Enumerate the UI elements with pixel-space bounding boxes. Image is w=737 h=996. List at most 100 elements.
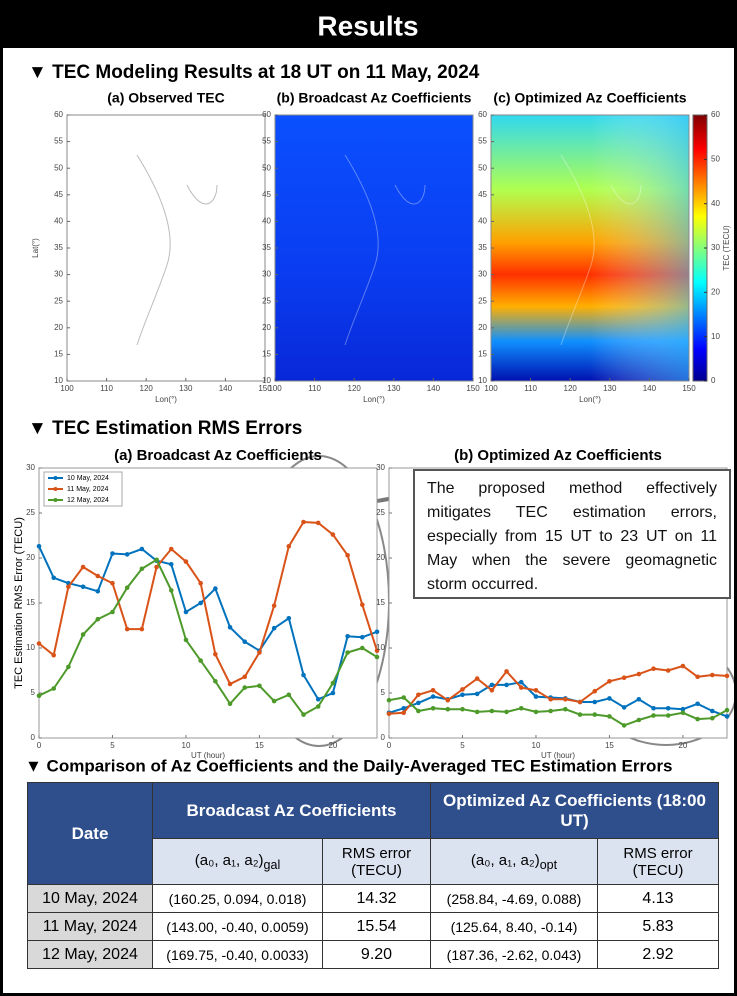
y-tick-label: 0	[381, 733, 386, 742]
point-marker	[577, 712, 583, 717]
point-marker	[374, 654, 380, 660]
point-marker	[607, 679, 612, 684]
y-axis-label: TEC Estimation RMS Error (TECU)	[13, 517, 25, 689]
point-marker	[286, 692, 292, 698]
y-tick-label: 15	[376, 598, 385, 607]
point-marker	[651, 666, 656, 671]
lat-tick-label: 25	[54, 296, 63, 305]
subheader-cell: RMS error (TECU)	[597, 838, 719, 885]
point-marker	[345, 650, 350, 655]
y-axis-label: Lat(°)	[31, 238, 40, 258]
section-title: ▼ TEC Estimation RMS Errors	[28, 418, 302, 439]
point-marker	[374, 648, 380, 653]
point-marker	[80, 564, 86, 570]
point-marker	[110, 551, 115, 556]
point-marker	[401, 695, 406, 700]
y-tick-label: 5	[381, 688, 386, 697]
point-marker	[504, 669, 509, 674]
point-marker	[518, 679, 524, 685]
header-cell: Optimized Az Coefficients (18:00 UT)	[430, 782, 719, 839]
point-marker	[95, 573, 101, 579]
point-marker	[533, 688, 539, 693]
lat-tick-label: 20	[478, 323, 487, 332]
point-marker	[227, 701, 233, 707]
point-marker	[198, 600, 203, 606]
lon-tick-label: 130	[603, 384, 617, 393]
table-cell: 11 May, 2024	[27, 912, 153, 941]
point-marker	[80, 632, 86, 637]
colorbar-tick-label: 40	[711, 199, 720, 208]
lat-tick-label: 45	[478, 190, 487, 199]
point-marker	[665, 706, 671, 711]
point-marker	[474, 676, 480, 681]
annotation-box: The proposed method effectively mitigate…	[413, 469, 731, 599]
table-cell: 9.20	[322, 940, 431, 969]
table-row: 10 May, 2024 (160.25, 0.094, 0.018) 14.32(…	[27, 884, 719, 913]
table-cell: 5.83	[597, 912, 719, 941]
header-cell: Date	[27, 782, 153, 885]
point-marker	[271, 603, 277, 608]
point-marker	[386, 697, 392, 703]
point-marker	[592, 688, 598, 694]
point-marker	[66, 584, 71, 590]
point-marker	[710, 708, 715, 714]
x-axis-label: Lon(°)	[579, 395, 601, 404]
point-marker	[533, 709, 539, 715]
lon-tick-label: 130	[387, 384, 401, 393]
series-line	[388, 664, 728, 715]
point-marker	[286, 544, 292, 549]
point-marker	[257, 650, 262, 655]
plot-area	[38, 467, 378, 739]
subheader-cell: (a₀, a₁, a₂)gal	[152, 838, 323, 885]
cell-text: (a₀, a₁, a₂)	[194, 851, 264, 869]
point-marker	[695, 701, 700, 707]
lon-tick-label: 110	[100, 384, 113, 393]
y-tick-label: 20	[376, 553, 385, 562]
header-cell: Broadcast Az Coefficients	[152, 782, 431, 839]
colorbar-tick-label: 30	[711, 243, 720, 252]
subheader-cell: RMS error (TECU)	[322, 838, 431, 885]
lat-tick-label: 20	[262, 323, 271, 332]
point-marker	[416, 700, 421, 706]
lat-tick-label: 30	[262, 270, 271, 279]
x-tick-label: 0	[387, 741, 392, 750]
point-marker	[695, 716, 700, 722]
point-marker	[315, 704, 321, 709]
colorbar-label: TEC (TECU)	[722, 225, 731, 271]
lat-tick-label: 40	[54, 217, 63, 226]
lat-tick-label: 10	[478, 376, 487, 385]
colorbar-tick-label: 0	[711, 376, 716, 385]
point-marker	[213, 586, 218, 591]
panel-title: (b) Broadcast Az Coefficients	[277, 90, 472, 106]
coastline	[344, 154, 426, 346]
point-marker	[154, 557, 159, 563]
point-marker	[330, 690, 336, 696]
point-marker	[636, 717, 642, 723]
point-marker	[345, 553, 350, 558]
map-field	[275, 115, 473, 381]
point-marker	[430, 706, 436, 711]
x-axis-label: Lon(°)	[155, 395, 177, 404]
point-marker	[563, 706, 568, 712]
lon-tick-label: 100	[60, 384, 74, 393]
table-cell: 2.92	[597, 940, 719, 969]
coastline	[560, 154, 642, 346]
table-cell: (160.25, 0.094, 0.018)	[152, 884, 323, 913]
point-marker	[154, 564, 159, 570]
legend-marker	[53, 498, 58, 502]
lon-tick-label: 120	[348, 384, 362, 393]
lon-tick-label: 150	[466, 384, 480, 393]
header-title: Results	[317, 10, 418, 41]
point-marker	[592, 699, 598, 705]
point-marker	[636, 671, 642, 677]
lon-tick-label: 140	[643, 384, 657, 393]
point-marker	[257, 683, 262, 689]
point-marker	[724, 714, 730, 719]
legend-label: 10 May, 2024	[67, 475, 109, 482]
comparison-table: Date Broadcast Az Coefficients Optimized…	[27, 782, 719, 969]
series-line	[38, 558, 378, 716]
point-marker	[695, 674, 700, 680]
y-tick-label: 30	[376, 463, 385, 472]
table-cell: (125.64, 8.40, -0.14)	[430, 912, 598, 941]
